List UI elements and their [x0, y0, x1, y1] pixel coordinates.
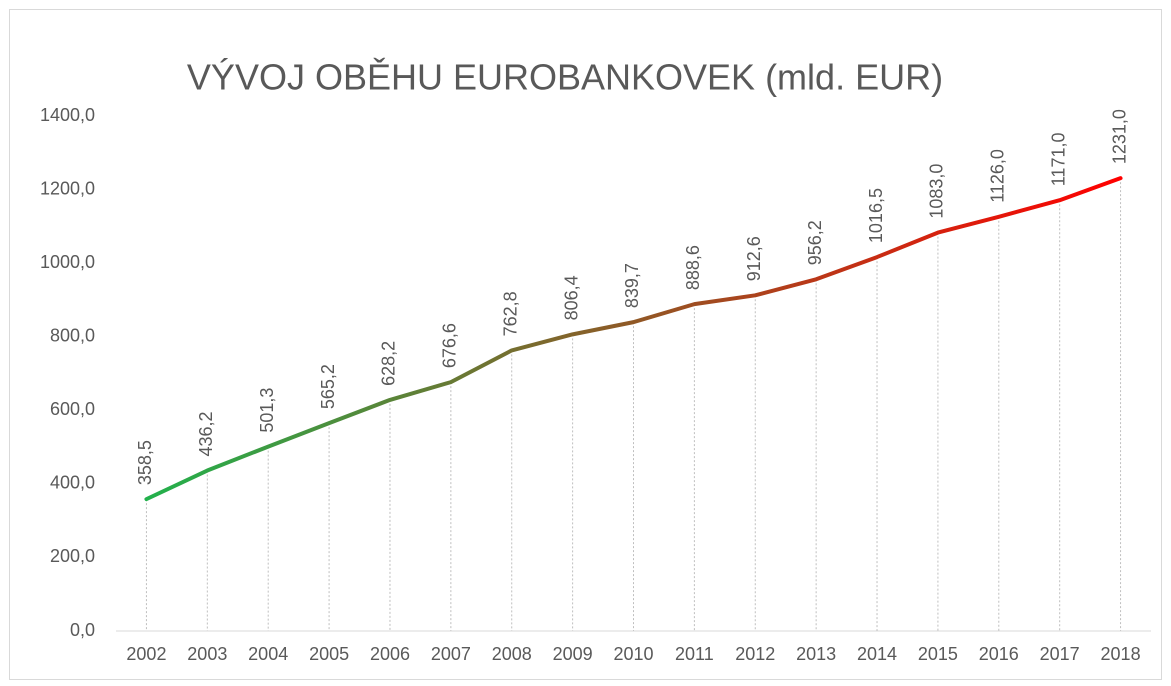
x-tick-label: 2004: [248, 644, 288, 664]
x-tick-label: 2005: [309, 644, 349, 664]
data-label: 358,5: [135, 440, 155, 485]
data-label: 1126,0: [988, 149, 1008, 203]
y-tick-label: 0,0: [70, 620, 95, 640]
data-label: 762,8: [500, 291, 520, 336]
y-tick-label: 1200,0: [40, 178, 95, 198]
data-label: 956,2: [805, 220, 825, 265]
x-tick-label: 2010: [613, 644, 653, 664]
data-label: 1016,5: [866, 188, 886, 243]
data-label: 628,2: [379, 341, 399, 386]
x-tick-label: 2017: [1040, 644, 1080, 664]
data-label: 912,6: [744, 236, 764, 281]
x-tick-label: 2002: [126, 644, 166, 664]
data-label: 676,6: [440, 323, 460, 368]
chart-title: VÝVOJ OBĚHU EUROBANKOVEK (mld. EUR): [187, 57, 943, 98]
data-label: 806,4: [561, 275, 581, 320]
data-label: 565,2: [318, 364, 338, 409]
x-tick-label: 2014: [857, 644, 897, 664]
x-tick-label: 2013: [796, 644, 836, 664]
y-tick-label: 200,0: [50, 546, 95, 566]
data-label: 1083,0: [927, 164, 947, 219]
x-tick-label: 2006: [370, 644, 410, 664]
x-tick-label: 2008: [492, 644, 532, 664]
data-label: 501,3: [257, 388, 277, 433]
x-tick-label: 2009: [553, 644, 593, 664]
y-tick-label: 1000,0: [40, 252, 95, 272]
data-label: 436,2: [196, 411, 216, 456]
data-label: 888,6: [683, 245, 703, 290]
data-label: 839,7: [622, 263, 642, 308]
x-tick-label: 2012: [735, 644, 775, 664]
y-tick-label: 1400,0: [40, 105, 95, 125]
x-tick-label: 2007: [431, 644, 471, 664]
line-series: [144, 176, 1123, 502]
x-tick-label: 2018: [1101, 644, 1141, 664]
x-tick-label: 2011: [675, 644, 714, 664]
data-label: 1231,0: [1109, 109, 1129, 164]
x-tick-label: 2016: [979, 644, 1019, 664]
y-tick-label: 400,0: [50, 473, 95, 493]
y-tick-label: 600,0: [50, 399, 95, 419]
x-tick-label: 2015: [918, 644, 958, 664]
data-label: 1171,0: [1048, 133, 1068, 187]
y-tick-label: 800,0: [50, 325, 95, 345]
chart-border: [9, 9, 1162, 680]
x-tick-label: 2003: [187, 644, 227, 664]
